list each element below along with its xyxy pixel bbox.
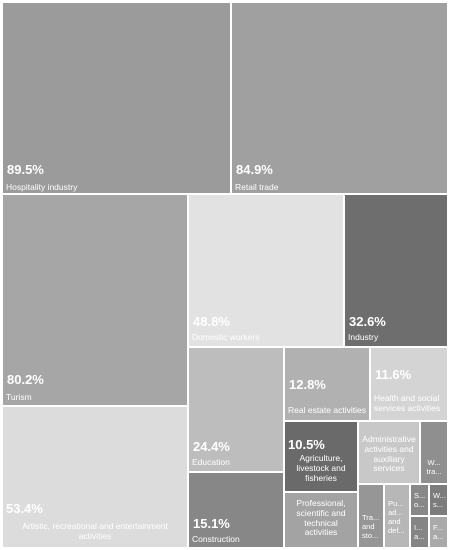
tile-value-label: 89.5% <box>7 162 44 177</box>
tile-value-label: 53.4% <box>6 501 43 516</box>
treemap-tile: S... o... <box>410 484 429 516</box>
tile-category-label: W... tra... <box>426 458 442 476</box>
treemap-tile: 84.9% Retail trade <box>231 2 448 194</box>
treemap-tile: Administrative activities and auxiliary … <box>358 421 420 484</box>
treemap-tile: 11.6% Health and social services activiti… <box>370 347 448 421</box>
treemap-tile: 15.1% Construction <box>188 472 284 548</box>
treemap-tile: 53.4% Artistic, recreational and entertai… <box>2 406 188 548</box>
tile-value-label: 11.6% <box>375 367 412 382</box>
tile-category-label: Industry <box>348 332 379 342</box>
tile-category-label: Retail trade <box>235 182 279 192</box>
tile-category-label: Professional, scientific and technical a… <box>296 498 346 538</box>
treemap-tile: 24.4% Education <box>188 347 284 472</box>
treemap-tile: W... tra... <box>420 421 448 484</box>
treemap-tile: 10.5% Agriculture, livestock and fisherie… <box>284 421 358 492</box>
tile-value-label: 32.6% <box>349 314 386 329</box>
treemap-tile: 32.6% Industry <box>344 194 448 347</box>
treemap-tile: I... a... <box>410 516 429 548</box>
tile-category-label: Artistic, recreational and entertainment… <box>22 521 168 541</box>
treemap-tile: Tra... and sto... <box>358 484 384 548</box>
tile-category-label: Administrative activities and auxiliary … <box>362 434 416 474</box>
tile-value-label: 24.4% <box>193 439 230 454</box>
tile-value-label: 48.8% <box>193 314 230 329</box>
tile-value-label: 12.8% <box>289 377 326 392</box>
tile-category-label: Tra... and sto... <box>362 513 380 540</box>
tile-category-label: Pu... ad... and def... <box>388 499 405 535</box>
tile-category-label: Health and social services activities <box>374 393 441 413</box>
treemap-tile: Professional, scientific and technical a… <box>284 492 358 548</box>
tile-category-label: F... a... <box>433 523 444 541</box>
tile-category-label: W... s... <box>433 491 446 509</box>
treemap-tile: 80.2% Turism <box>2 194 188 406</box>
tile-category-label: S... o... <box>414 491 426 509</box>
tile-category-label: I... a... <box>414 523 425 541</box>
tile-value-label: 84.9% <box>236 162 273 177</box>
tile-category-label: Hospitality industry <box>6 182 78 192</box>
treemap-tile: Pu... ad... and def... <box>384 484 410 548</box>
tile-category-label: Construction <box>192 534 240 544</box>
treemap-tile: W... s... <box>429 484 448 516</box>
tile-category-label: Domestic workers <box>192 332 260 342</box>
tile-category-label: Turism <box>6 392 32 402</box>
treemap-tile: 48.8% Domestic workers <box>188 194 344 347</box>
treemap-tile: 89.5% Hospitality industry <box>2 2 231 194</box>
tile-value-label: 10.5% <box>288 437 325 452</box>
tile-value-label: 80.2% <box>7 372 44 387</box>
tile-category-label: Agriculture, livestock and fisheries <box>296 453 346 483</box>
tile-value-label: 15.1% <box>193 516 230 531</box>
tile-category-label: Education <box>192 457 230 467</box>
tile-category-label: Real estate activities <box>288 405 366 415</box>
treemap-tile: F... a... <box>429 516 448 548</box>
treemap-tile: 12.8% Real estate activities <box>284 347 370 421</box>
